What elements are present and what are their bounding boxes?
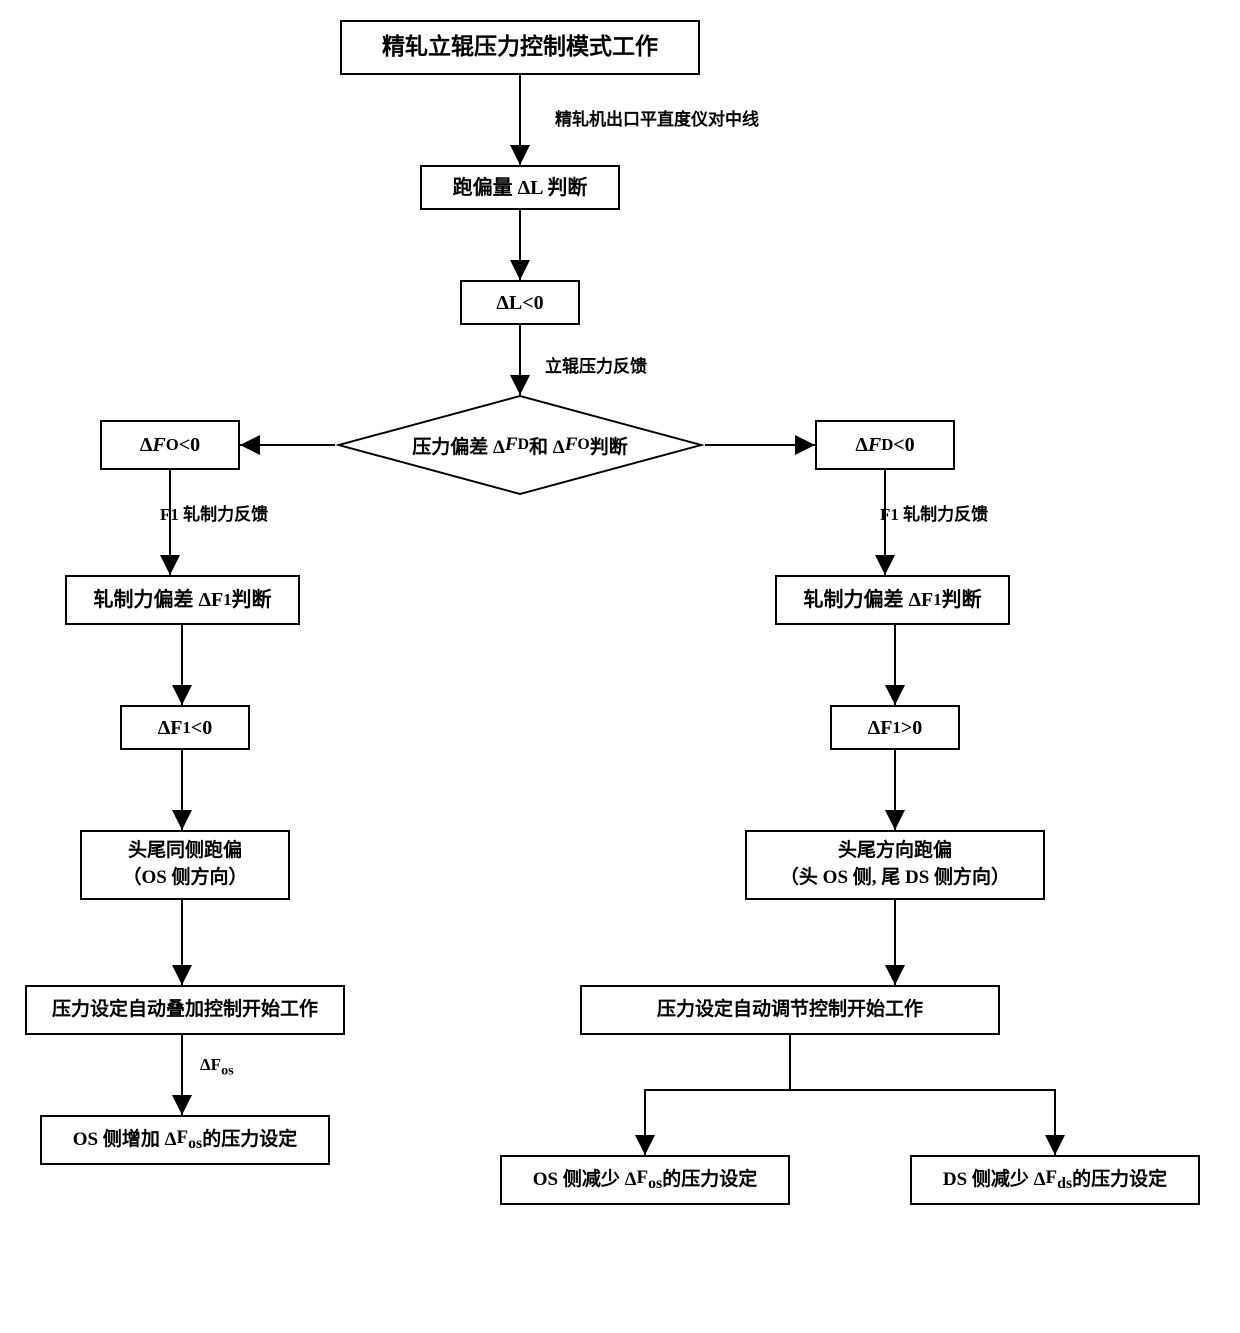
node-df1-gt0: ΔF1 >0 — [830, 705, 960, 750]
node-os-decrease: OS 侧减少 ΔFos 的压力设定 — [500, 1155, 790, 1205]
node-os-increase: OS 侧增加 ΔFos 的压力设定 — [40, 1115, 330, 1165]
label-roll-pressure-fb: 立辊压力反馈 — [545, 352, 647, 377]
label-f1-force-fb-left: F1 轧制力反馈 — [160, 500, 268, 525]
label-f1-force-fb-right: F1 轧制力反馈 — [880, 500, 988, 525]
node-df1-right: 轧制力偏差 ΔF1 判断 — [775, 575, 1010, 625]
node-opp-side: 头尾方向跑偏（头 OS 侧, 尾 DS 侧方向） — [745, 830, 1045, 900]
decision-pressure-diff: 压力偏差 ΔFD 和 ΔFO 判断 — [335, 395, 705, 495]
node-ds-decrease: DS 侧减少 ΔFds 的压力设定 — [910, 1155, 1200, 1205]
node-df1-left: 轧制力偏差 ΔF1 判断 — [65, 575, 300, 625]
node-auto-adjust: 压力设定自动调节控制开始工作 — [580, 985, 1000, 1035]
node-dfo-lt0: ΔFO <0 — [100, 420, 240, 470]
node-start: 精轧立辊压力控制模式工作 — [340, 20, 700, 75]
node-df1-lt0: ΔF1 <0 — [120, 705, 250, 750]
label-delta-fos: ΔFos — [200, 1055, 234, 1079]
node-dl-lt0: ΔL<0 — [460, 280, 580, 325]
node-same-side: 头尾同侧跑偏（OS 侧方向） — [80, 830, 290, 900]
node-delta-l: 跑偏量 ΔL 判断 — [420, 165, 620, 210]
node-auto-add: 压力设定自动叠加控制开始工作 — [25, 985, 345, 1035]
node-dfd-lt0: ΔFD <0 — [815, 420, 955, 470]
label-flatness-centerline: 精轧机出口平直度仪对中线 — [555, 105, 759, 130]
